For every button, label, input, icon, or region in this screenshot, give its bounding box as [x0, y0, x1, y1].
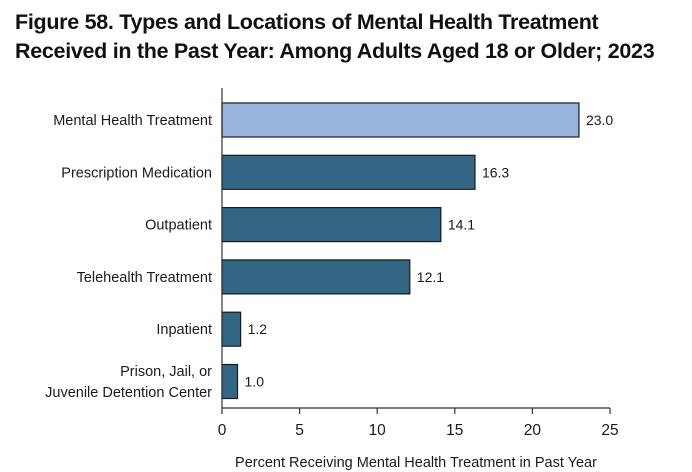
x-tick-label: 10	[369, 422, 387, 439]
data-label: 1.2	[248, 321, 268, 337]
category-label: Juvenile Detention Center	[45, 385, 212, 401]
bar	[221, 102, 580, 138]
x-tick-label: 5	[295, 422, 304, 439]
category-label: Inpatient	[156, 322, 212, 338]
chart-title-line-1: Figure 58. Types and Locations of Mental…	[15, 10, 599, 34]
x-tick-label: 25	[601, 422, 618, 439]
category-label: Prescription Medication	[61, 165, 212, 181]
category-label: Telehealth Treatment	[77, 270, 212, 286]
data-label: 1.0	[245, 374, 265, 390]
chart-title-line-2: Received in the Past Year: Among Adults …	[15, 39, 655, 63]
x-tick-label: 15	[446, 422, 463, 439]
data-label: 23.0	[586, 112, 613, 128]
bar	[221, 259, 411, 295]
x-tick-label: 0	[218, 422, 227, 439]
data-label: 16.3	[482, 164, 509, 180]
category-label: Mental Health Treatment	[53, 113, 212, 129]
data-label: 14.1	[448, 217, 475, 233]
data-label: 12.1	[417, 269, 444, 285]
chart-title: Figure 58. Types and Locations of Mental…	[15, 8, 685, 66]
x-axis-title: Percent Receiving Mental Health Treatmen…	[235, 455, 597, 471]
bar	[221, 207, 442, 243]
bar	[221, 154, 476, 190]
bar	[221, 311, 242, 347]
category-label: Outpatient	[145, 218, 212, 234]
x-tick-label: 20	[524, 422, 542, 439]
bar	[221, 363, 239, 400]
category-label: Prison, Jail, or	[120, 364, 212, 380]
